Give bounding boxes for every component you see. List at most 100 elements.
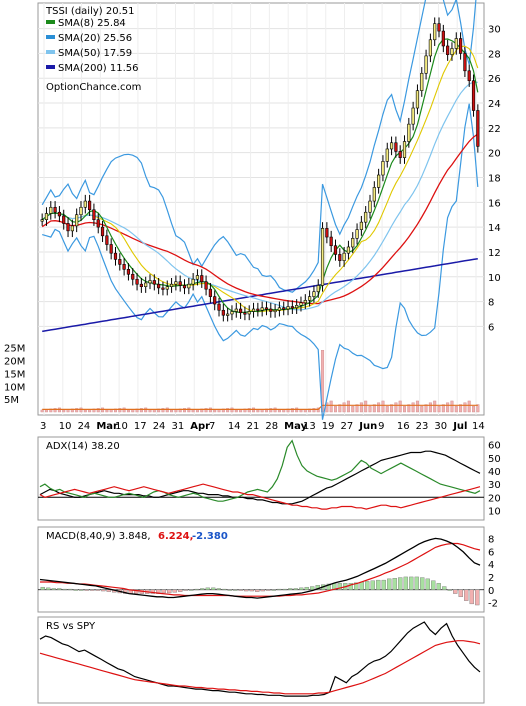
macd-histogram-bar <box>101 589 106 592</box>
price-panel-frame <box>37 2 485 416</box>
macd-histogram-bar <box>178 589 183 592</box>
candle-body <box>329 236 333 247</box>
candle-body <box>178 281 182 286</box>
macd-histogram-bar <box>255 589 260 592</box>
candle-body <box>118 259 122 265</box>
legend-sma20-label: SMA(20) 25.56 <box>58 33 132 44</box>
macd-tick-label: 4 <box>488 560 494 571</box>
date-tick-label: 14 <box>472 421 485 432</box>
price-series <box>40 0 480 420</box>
macd-histogram-bar <box>260 589 265 592</box>
volume-bar <box>183 408 187 413</box>
macd-histogram-bar <box>222 588 227 591</box>
volume-bar <box>96 408 100 413</box>
volume-bars <box>40 350 480 413</box>
macd-histogram-bar <box>299 587 304 590</box>
volume-bar <box>411 402 415 413</box>
macd-histogram-bar <box>271 589 276 591</box>
macd-histogram-bar <box>200 588 205 590</box>
macd-histogram-bar <box>266 589 271 591</box>
candle-body <box>139 283 143 287</box>
volume-bar <box>441 404 445 413</box>
macd-histogram-bar <box>51 588 56 590</box>
candle-body <box>44 213 49 220</box>
price-tick-label: 14 <box>488 223 501 234</box>
legend-sma200-label: SMA(200) 11.56 <box>58 63 139 74</box>
macd-histogram-bar <box>469 589 474 605</box>
volume-bar <box>420 406 424 413</box>
price-title: TSSI (daily) 20.51 <box>45 6 135 17</box>
candle-body <box>476 110 480 147</box>
candle-body <box>200 275 204 283</box>
candle-body <box>320 228 325 286</box>
sma50-line <box>41 133 479 305</box>
macd-histogram-bar <box>106 589 111 592</box>
volume-bar <box>204 408 208 413</box>
adx-panel-frame <box>37 436 485 521</box>
candle-body <box>269 308 273 312</box>
macd-histogram-bar <box>464 589 469 601</box>
candle-body <box>437 23 441 32</box>
macd-histogram-bar <box>183 589 188 591</box>
candle-body <box>75 214 79 227</box>
candle-body <box>204 281 208 290</box>
date-tick-label: Jun <box>358 421 377 432</box>
macd-histogram-bar <box>293 588 298 590</box>
legend-sma200-swatch <box>46 65 55 69</box>
candle-body <box>467 70 471 82</box>
volume-bar <box>467 400 471 413</box>
volume-bar <box>312 408 316 413</box>
macd-histogram-bar <box>172 589 177 593</box>
adx-tick-label: 60 <box>488 441 501 452</box>
macd-histogram-bar <box>205 587 210 590</box>
volume-bar <box>359 402 363 413</box>
volume-bar <box>364 400 368 413</box>
volume-bar <box>161 408 165 413</box>
candle-body <box>144 282 148 287</box>
date-tick-label: 23 <box>416 421 429 432</box>
candle-body <box>49 206 53 214</box>
candle-body <box>187 283 191 289</box>
volume-bar <box>355 404 359 413</box>
candle-body <box>299 302 303 306</box>
macd-histogram-bar <box>46 587 51 590</box>
macd-signal-line <box>40 542 481 597</box>
date-tick-label: Jul <box>452 421 467 432</box>
candle-body <box>428 39 432 57</box>
sma200-line <box>42 257 478 333</box>
macd-histogram-bar <box>431 580 436 590</box>
adx-title: ADX(14) 38.20 <box>46 441 120 452</box>
price-gridlines <box>38 3 484 415</box>
macd-tick-label: 6 <box>488 547 494 558</box>
volume-bar <box>450 400 454 413</box>
macd-histogram-bar <box>458 589 463 598</box>
price-tick-label: 10 <box>488 273 501 284</box>
candle-body <box>247 311 251 315</box>
candle-body <box>161 287 165 290</box>
candle-body <box>174 281 178 285</box>
volume-bar <box>346 400 350 413</box>
price-tick-label: 6 <box>488 322 494 333</box>
volume-bar <box>424 404 428 413</box>
price-tick-label: 18 <box>488 174 501 185</box>
volume-bar <box>277 409 281 413</box>
price-tick-label: 20 <box>488 149 501 160</box>
macd-tick-label: 2 <box>488 573 494 584</box>
volume-bar <box>213 409 217 413</box>
candle-body <box>264 307 269 310</box>
bollinger-upper <box>41 0 477 293</box>
volume-bar <box>170 409 174 413</box>
macd-histogram-bar <box>233 589 238 591</box>
macd-histogram-bar <box>288 588 293 590</box>
bollinger-lower <box>42 103 479 420</box>
candle-body <box>415 90 420 109</box>
candle-body <box>463 53 467 72</box>
macd-histogram-bar <box>381 579 386 590</box>
volume-bar <box>368 406 372 413</box>
candle-body <box>441 30 445 47</box>
macd-line <box>39 537 481 599</box>
candle-body <box>169 283 174 287</box>
legend-sma8-swatch <box>46 20 55 24</box>
candle-body <box>230 311 234 315</box>
macd-histogram-bar <box>167 589 172 594</box>
